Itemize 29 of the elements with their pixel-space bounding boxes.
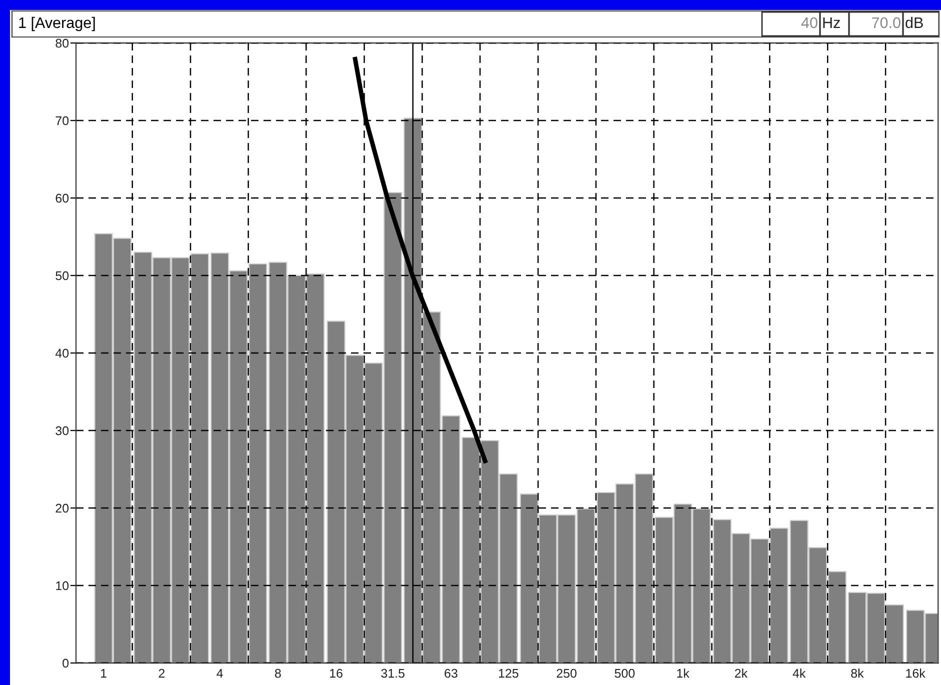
x-tick-label: 1k — [677, 668, 690, 678]
y-tick-label: 70 — [56, 116, 69, 126]
x-tick-label: 16k — [906, 668, 926, 678]
x-tick-label: 250 — [556, 668, 576, 678]
x-tick-label: 8k — [851, 668, 864, 678]
y-tick-label: 10 — [56, 581, 69, 590]
y-tick-label: 80 — [56, 38, 69, 48]
y-tick-label: 20 — [56, 504, 69, 513]
text: 40 — [801, 17, 818, 28]
x-tick-label: 125 — [498, 668, 518, 678]
x-tick-label: 8 — [274, 668, 281, 678]
x-tick-label: 500 — [614, 668, 635, 678]
x-tick-label: 4 — [216, 669, 223, 678]
y-tick-label: 40 — [55, 348, 69, 358]
y-tick-label: 50 — [56, 271, 69, 280]
x-tick-label: 2k — [734, 668, 748, 678]
text: Hz — [823, 17, 840, 28]
y-tick-label: 30 — [56, 426, 69, 436]
x-tick-label: 31.5 — [381, 668, 404, 678]
y-tick-label: 60 — [56, 194, 69, 203]
x-tick-label: 16 — [330, 668, 342, 678]
y-tick-label: 0 — [62, 658, 69, 668]
x-tick-label: 63 — [444, 668, 458, 678]
text: dB — [906, 16, 923, 28]
x-tick-label: 4k — [792, 668, 806, 678]
chart-title: 1 [Average] — [19, 16, 95, 32]
x-tick-label: 1 — [101, 669, 106, 678]
x-tick-label: 2 — [158, 668, 165, 678]
text: 70.0 — [872, 17, 900, 28]
